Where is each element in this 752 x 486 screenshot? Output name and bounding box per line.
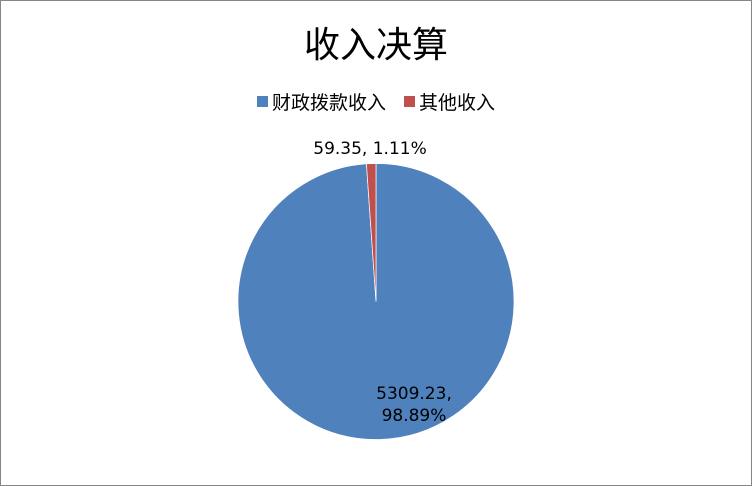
pie-slice-1: [366, 163, 377, 302]
legend-item-0: 财政拨款收入: [256, 88, 386, 115]
data-label-1: 59.35, 1.11%: [313, 139, 427, 159]
legend-swatch-1: [404, 96, 415, 107]
legend: 财政拨款收入 其他收入: [0, 88, 752, 115]
chart-title: 收入决算: [303, 25, 448, 66]
data-label-0: 5309.23, 98.89%: [376, 384, 452, 426]
legend-label-0: 财政拨款收入: [271, 92, 386, 114]
legend-item-1: 其他收入: [404, 88, 495, 115]
legend-label-1: 其他收入: [419, 92, 496, 114]
legend-swatch-0: [256, 96, 268, 107]
